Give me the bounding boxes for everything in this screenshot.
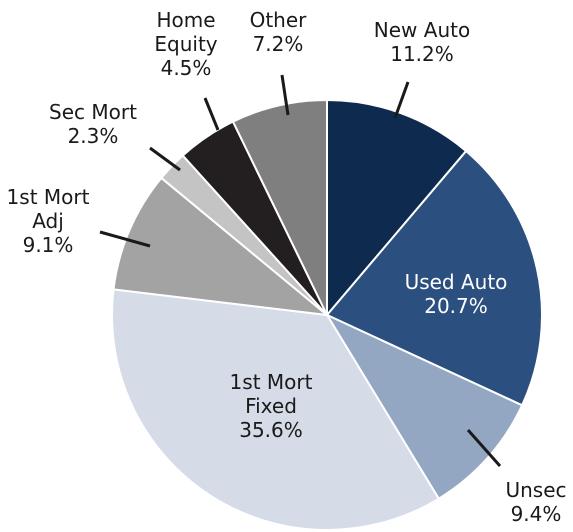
value-label: 9.1%	[22, 233, 74, 257]
pie-slice	[324, 312, 524, 501]
leader-line	[466, 429, 502, 467]
category-label: Used Auto	[404, 270, 508, 294]
leader-line	[280, 74, 290, 116]
value-label: 7.2%	[252, 32, 304, 56]
category-label: New Auto	[373, 18, 471, 42]
slice-label: Home Equity 4.5%	[154, 8, 217, 80]
pie-slice	[111, 288, 441, 531]
leader-line	[99, 230, 151, 248]
slice-label: Used Auto 20.7%	[405, 270, 508, 318]
value-label: 35.6%	[239, 418, 303, 442]
category-label: Unsec	[505, 478, 567, 502]
value-label: 11.2%	[390, 42, 454, 66]
leader-line	[393, 81, 410, 119]
category-label: 1st Mort Adj	[6, 185, 90, 233]
slice-label: 1st Mort Fixed 35.6%	[230, 370, 313, 442]
slice-label: Sec Mort 2.3%	[49, 100, 137, 148]
value-label: 2.3%	[67, 124, 119, 148]
category-label: Other	[249, 8, 307, 32]
slice-label: New Auto 11.2%	[374, 18, 470, 66]
value-label: 20.7%	[424, 294, 488, 318]
leader-line	[203, 97, 220, 131]
category-label: Sec Mort	[49, 100, 137, 124]
slice-label: Unsec 9.4%	[505, 478, 566, 526]
pie-slice	[112, 176, 331, 317]
category-label: 1st Mort Fixed	[229, 370, 313, 418]
value-label: 4.5%	[160, 56, 212, 80]
pie-slice	[325, 149, 543, 407]
value-label: 9.4%	[510, 502, 562, 526]
pie-slice	[326, 98, 468, 318]
slice-label: Other 7.2%	[250, 8, 307, 56]
category-label: Home Equity	[154, 8, 218, 56]
leader-line	[149, 146, 181, 172]
pie-slice	[231, 98, 328, 316]
slice-label: 1st Mort Adj 9.1%	[7, 185, 90, 257]
